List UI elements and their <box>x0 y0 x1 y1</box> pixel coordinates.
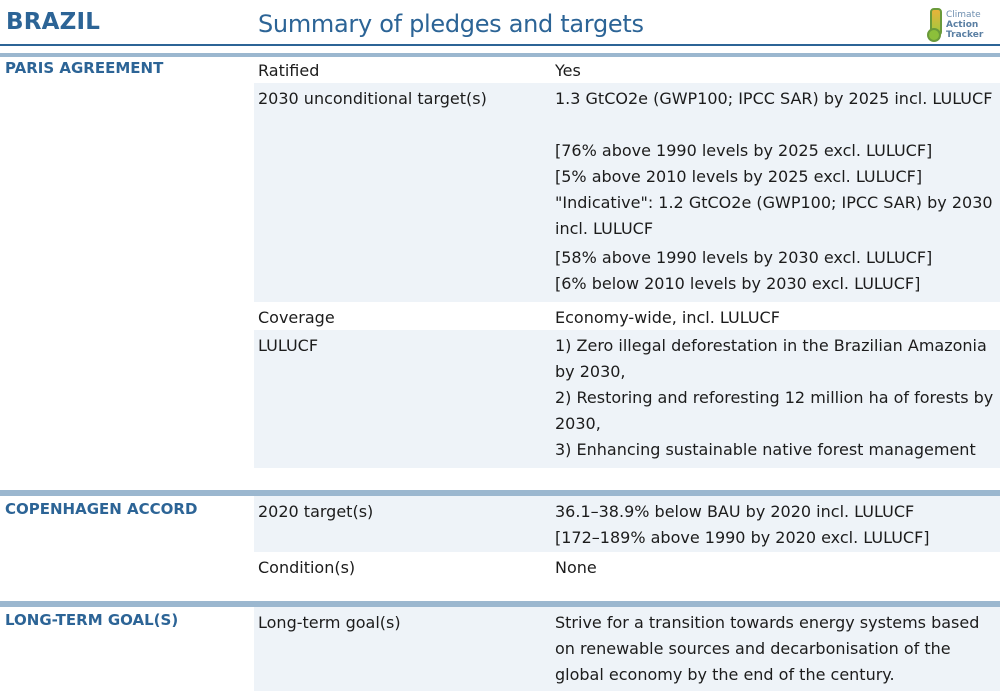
value-line: [172–189% above 1990 by 2020 excl. LULUC… <box>555 528 930 547</box>
value-line: 3) Enhancing sustainable native forest m… <box>555 440 976 459</box>
row-label: 2020 target(s) <box>258 502 374 521</box>
row-label: LULUCF <box>258 336 319 355</box>
value-line: 36.1–38.9% below BAU by 2020 incl. LULUC… <box>555 502 915 521</box>
row-value: Strive for a transition towards energy s… <box>555 613 980 684</box>
section-divider-paris <box>0 53 1000 57</box>
row-label: Condition(s) <box>258 558 356 577</box>
value-line: 1.3 GtCO2e (GWP100; IPCC SAR) by 2025 in… <box>555 89 993 108</box>
row-value: Economy-wide, incl. LULUCF <box>555 308 780 327</box>
thermometer-bulb-icon <box>927 28 941 42</box>
value-line: 1) Zero illegal deforestation in the Bra… <box>555 336 987 381</box>
section-label-copenhagen: COPENHAGEN ACCORD <box>5 500 198 518</box>
section-divider-copenhagen <box>0 490 1000 496</box>
row-value: 1.3 GtCO2e (GWP100; IPCC SAR) by 2025 in… <box>555 86 996 297</box>
logo-text: Climate Action Tracker <box>946 10 983 40</box>
value-line: [6% below 2010 levels by 2030 excl. LULU… <box>555 274 921 293</box>
section-label-paris: PARIS AGREEMENT <box>5 59 164 77</box>
page-header: BRAZIL Summary of pledges and targets Cl… <box>0 0 1000 46</box>
logo-line-3: Tracker <box>946 30 984 40</box>
row-label: Long-term goal(s) <box>258 613 401 632</box>
row-value: 36.1–38.9% below BAU by 2020 incl. LULUC… <box>555 499 996 551</box>
row-value: 1) Zero illegal deforestation in the Bra… <box>555 333 996 463</box>
row-lulucf: LULUCF 1) Zero illegal deforestation in … <box>254 330 1000 468</box>
row-ratified: Ratified Yes <box>254 55 1000 83</box>
row-value: None <box>555 558 597 577</box>
row-long-term-goal: Long-term goal(s) Strive for a transitio… <box>254 607 1000 691</box>
value-line: [58% above 1990 levels by 2030 excl. LUL… <box>555 248 933 267</box>
climate-action-tracker-logo: Climate Action Tracker <box>926 6 1000 42</box>
section-label-longterm: LONG-TERM GOAL(S) <box>5 611 179 629</box>
row-unconditional-target: 2030 unconditional target(s) 1.3 GtCO2e … <box>254 83 1000 302</box>
section-divider-longterm <box>0 601 1000 607</box>
row-2020-target: 2020 target(s) 36.1–38.9% below BAU by 2… <box>254 496 1000 552</box>
value-line: [5% above 2010 levels by 2025 excl. LULU… <box>555 167 923 186</box>
row-value: Yes <box>555 61 581 80</box>
row-label: 2030 unconditional target(s) <box>258 89 487 108</box>
value-line: 2) Restoring and reforesting 12 million … <box>555 388 994 433</box>
country-name: BRAZIL <box>6 9 101 35</box>
value-line: [76% above 1990 levels by 2025 excl. LUL… <box>555 141 933 160</box>
logo-line-1: Climate <box>946 10 981 20</box>
value-spacer <box>555 112 996 138</box>
page-title: Summary of pledges and targets <box>258 10 644 38</box>
row-coverage: Coverage Economy-wide, incl. LULUCF <box>254 302 1000 330</box>
row-label: Ratified <box>258 61 320 80</box>
value-line: "Indicative": 1.2 GtCO2e (GWP100; IPCC S… <box>555 193 993 238</box>
logo-line-2: Action <box>946 20 979 30</box>
header-divider <box>0 44 1000 46</box>
row-label: Coverage <box>258 308 335 327</box>
row-conditions: Condition(s) None <box>254 552 1000 580</box>
